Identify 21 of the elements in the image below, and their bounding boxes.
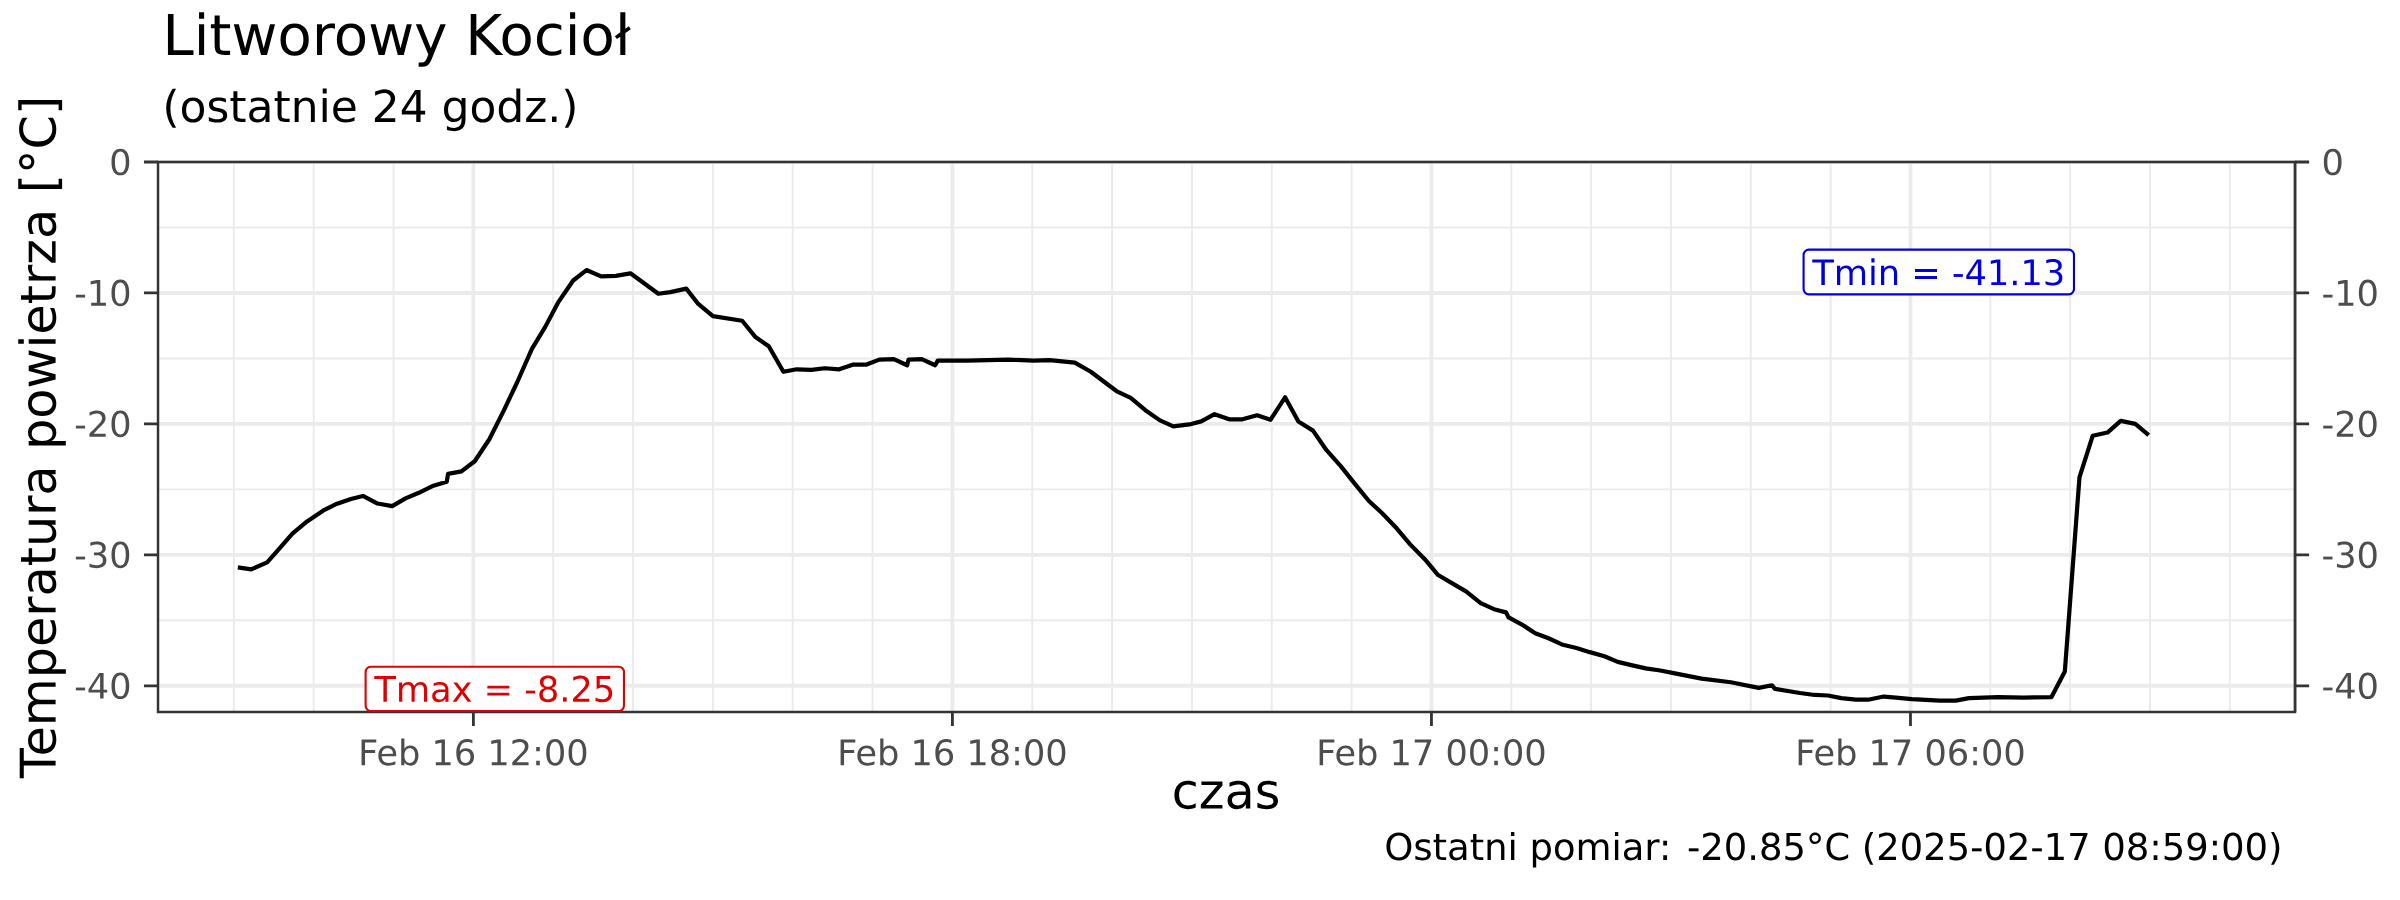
x-tick-label: Feb 16 18:00: [840, 738, 1066, 766]
x-tick-label: Feb 17 00:00: [1319, 738, 1545, 766]
x-axis-title: czas: [1174, 780, 1279, 810]
y2-tick-label: -40: [2323, 672, 2377, 700]
chart-subtitle: (ostatnie 24 godz.): [166, 88, 575, 132]
annotation: Tmax = -8.25: [374, 675, 613, 703]
x-tick-label: Feb 17 06:00: [1798, 738, 2024, 766]
y2-tick-label: -10: [2323, 279, 2377, 307]
y2-tick-label: -20: [2323, 410, 2377, 438]
y-axis-title: Temperatura powietrza [°C]: [18, 100, 66, 779]
y2-tick-label: -30: [2323, 541, 2377, 569]
annotation: Tmin = -41.13: [1812, 258, 2063, 286]
y2-tick-label: 0: [2323, 148, 2342, 176]
y-tick-label: -40: [75, 672, 130, 700]
text: Ostatni pomiar: -20.85°C (2025-02-17 08:59:00): [1386, 831, 2280, 868]
y-tick-label: -10: [75, 279, 130, 307]
y-tick-label: -20: [75, 410, 130, 438]
y-tick-label: -30: [75, 541, 130, 569]
y-tick-label: 0: [111, 148, 130, 176]
x-tick-label: Feb 16 12:00: [361, 738, 587, 766]
chart-title: Litworowy Kocioł: [167, 12, 631, 67]
